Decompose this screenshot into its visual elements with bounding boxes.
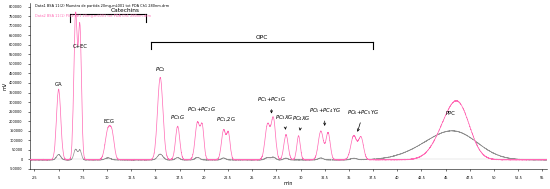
Text: ECG: ECG (103, 119, 114, 124)
Text: $PC_1$+$PC_3$G: $PC_1$+$PC_3$G (257, 95, 286, 113)
Text: $PC_5$+$PC_4YG$: $PC_5$+$PC_4YG$ (309, 107, 341, 125)
Text: GA: GA (55, 82, 63, 87)
Text: $PC_1$,2G: $PC_1$,2G (216, 115, 236, 124)
Text: $PC_3$+$PC_2G$: $PC_3$+$PC_2G$ (188, 105, 216, 114)
Text: $PC_3XG$: $PC_3XG$ (274, 113, 294, 129)
Text: PPC: PPC (446, 111, 455, 116)
Text: C+EC: C+EC (73, 44, 87, 49)
Text: Catechins: Catechins (111, 8, 140, 13)
Text: $PC_3G$: $PC_3G$ (170, 113, 185, 122)
Text: OPC: OPC (256, 35, 268, 40)
Text: $PC_2$: $PC_2$ (155, 65, 166, 74)
Text: $PC_6$+$PC_5YG$: $PC_6$+$PC_5YG$ (348, 108, 380, 131)
X-axis label: min: min (284, 181, 293, 186)
Text: Data2 BSA 11(1) Plo1(r#1 20mg-mL001 txt PDA Ch1 280nm.drm: Data2 BSA 11(1) Plo1(r#1 20mg-mL001 txt … (35, 14, 151, 18)
Text: $PC_4XG$: $PC_4XG$ (292, 114, 311, 130)
Text: Data1 BSA 11(2) Muestra de partida 20mg-mL001 txt PDA Ch1 280nm.drm: Data1 BSA 11(2) Muestra de partida 20mg-… (35, 4, 169, 9)
Y-axis label: mV: mV (3, 82, 8, 90)
